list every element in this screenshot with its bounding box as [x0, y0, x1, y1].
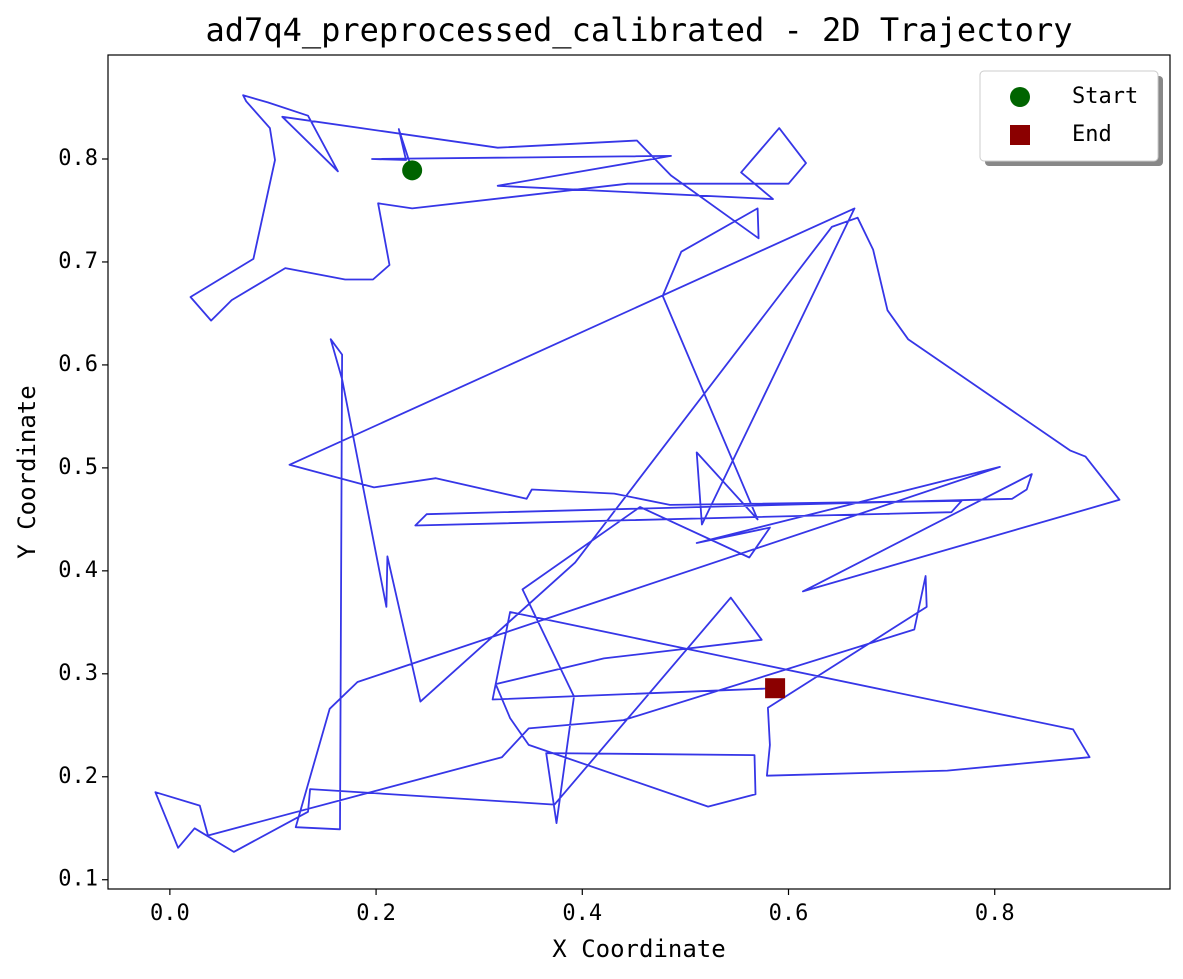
y-axis-label: Y Coordinate [13, 385, 41, 558]
legend-swatch [1010, 125, 1030, 145]
y-tick-label: 0.4 [58, 558, 98, 583]
legend-label: Start [1072, 84, 1138, 109]
x-tick-label: 0.6 [769, 901, 809, 926]
y-tick-label: 0.2 [58, 764, 98, 789]
y-tick-label: 0.7 [58, 249, 98, 274]
y-tick-label: 0.5 [58, 455, 98, 480]
x-tick-label: 0.0 [150, 901, 190, 926]
marker-circle [402, 160, 423, 181]
marker-square [765, 678, 786, 699]
x-axis-label: X Coordinate [552, 935, 725, 963]
plot-frame [107, 54, 1171, 890]
x-tick-label: 0.2 [356, 901, 396, 926]
y-tick-label: 0.8 [58, 146, 98, 171]
y-tick-label: 0.3 [58, 661, 98, 686]
trajectory-line [154, 94, 1121, 853]
y-tick-label: 0.1 [58, 867, 98, 892]
legend-label: End [1072, 122, 1112, 147]
y-tick-label: 0.6 [58, 352, 98, 377]
x-tick-label: 0.4 [562, 901, 602, 926]
chart-title: ad7q4_preprocessed_calibrated - 2D Traje… [206, 11, 1073, 49]
x-tick-label: 0.8 [975, 901, 1015, 926]
legend-swatch [1010, 87, 1030, 107]
